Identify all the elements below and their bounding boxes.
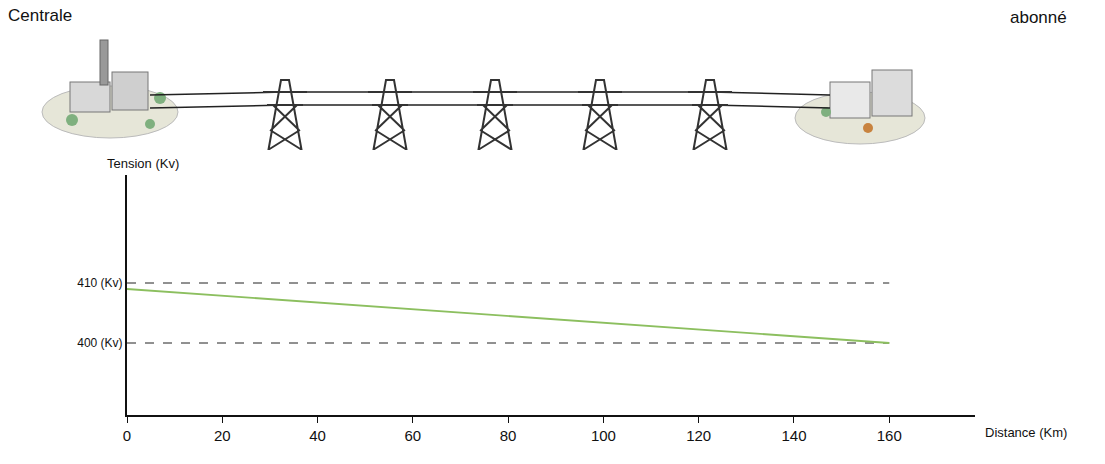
svg-text:140: 140 bbox=[781, 427, 806, 444]
svg-text:Tension (Kv): Tension (Kv) bbox=[107, 156, 179, 171]
svg-text:60: 60 bbox=[404, 427, 421, 444]
html-text:Centrale: Centrale bbox=[8, 6, 73, 25]
svg-text:40: 40 bbox=[309, 427, 326, 444]
svg-text:410 (Kv): 410 (Kv) bbox=[77, 276, 122, 290]
svg-text:400 (Kv): 400 (Kv) bbox=[77, 336, 122, 350]
svg-text:100: 100 bbox=[591, 427, 616, 444]
svg-text:80: 80 bbox=[500, 427, 517, 444]
svg-text:120: 120 bbox=[686, 427, 711, 444]
svg-text:Distance (Km): Distance (Km) bbox=[985, 425, 1067, 440]
svg-text:0: 0 bbox=[123, 427, 131, 444]
svg-text:20: 20 bbox=[214, 427, 231, 444]
html-text:abonné: abonné bbox=[1010, 8, 1067, 27]
svg-text:160: 160 bbox=[877, 427, 902, 444]
